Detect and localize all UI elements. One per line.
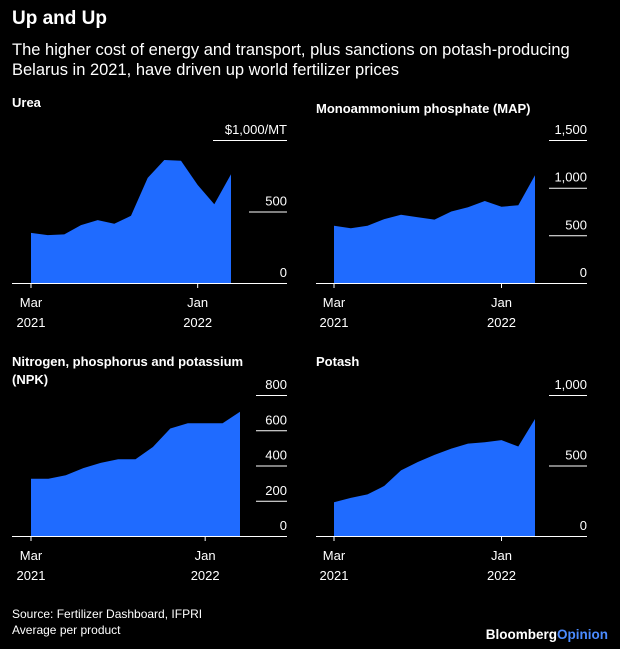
npk-ytick-label: 200 bbox=[265, 483, 287, 498]
brand-name: Bloomberg bbox=[485, 627, 557, 642]
map-ytick-label: 500 bbox=[565, 217, 587, 232]
potash-xtick-year: 2022 bbox=[487, 568, 516, 583]
npk-ytick-label: 0 bbox=[280, 518, 287, 533]
map-xtick-year: 2021 bbox=[320, 315, 349, 330]
urea-xtick-label: Jan bbox=[187, 295, 208, 310]
panel-title-urea: Urea bbox=[12, 95, 41, 110]
panel-title-map: Monoammonium phosphate (MAP) bbox=[316, 101, 531, 116]
npk-xtick-label: Mar bbox=[20, 548, 43, 563]
npk-area bbox=[31, 411, 240, 536]
npk-xtick-label: Jan bbox=[195, 548, 216, 563]
urea-ytick-label: 500 bbox=[265, 194, 287, 209]
npk-ytick-label: 600 bbox=[265, 412, 287, 427]
panel-title-potash: Potash bbox=[316, 354, 360, 369]
urea-unit-label: $1,000/MT bbox=[225, 122, 287, 137]
npk-xtick-year: 2022 bbox=[191, 568, 220, 583]
average-note: Average per product bbox=[12, 623, 121, 637]
source-note: Source: Fertilizer Dashboard, IFPRI bbox=[12, 607, 203, 621]
npk-ytick-label: 800 bbox=[265, 377, 287, 392]
map-ytick-label: 1,500 bbox=[554, 122, 587, 137]
map-xtick-label: Jan bbox=[491, 295, 512, 310]
chart-title: Up and Up bbox=[12, 8, 107, 29]
map-ytick-label: 1,000 bbox=[554, 170, 587, 185]
brand-logo: BloombergOpinion bbox=[486, 627, 608, 642]
potash-xtick-label: Mar bbox=[323, 548, 346, 563]
urea-xtick-year: 2022 bbox=[183, 315, 212, 330]
urea-area bbox=[31, 160, 231, 283]
potash-xtick-year: 2021 bbox=[320, 568, 349, 583]
potash-ytick-label: 0 bbox=[580, 518, 587, 533]
brand-suffix: Opinion bbox=[557, 627, 608, 642]
charts-canvas: 0 500 $1,000/MT Mar 2021 Jan 2022 0 500 1,000 1,50… bbox=[12, 122, 587, 583]
potash-ytick-label: 1,000 bbox=[554, 377, 587, 392]
npk-ytick-label: 400 bbox=[265, 448, 287, 463]
npk-xtick-year: 2021 bbox=[17, 568, 46, 583]
potash-area bbox=[334, 419, 535, 536]
urea-xtick-label: Mar bbox=[20, 295, 43, 310]
footer: Source: Fertilizer Dashboard, IFPRI Aver… bbox=[12, 606, 202, 638]
urea-xtick-year: 2021 bbox=[17, 315, 46, 330]
urea-ytick-label: 0 bbox=[280, 265, 287, 280]
panel-title-npk: Nitrogen, phosphorus and potassium (NPK) bbox=[12, 354, 244, 387]
map-ytick-label: 0 bbox=[580, 265, 587, 280]
chart-subtitle: The higher cost of energy and transport,… bbox=[12, 41, 570, 79]
potash-xtick-label: Jan bbox=[491, 548, 512, 563]
map-xtick-year: 2022 bbox=[487, 315, 516, 330]
map-xtick-label: Mar bbox=[323, 295, 346, 310]
map-area bbox=[334, 175, 535, 283]
potash-ytick-label: 500 bbox=[565, 448, 587, 463]
